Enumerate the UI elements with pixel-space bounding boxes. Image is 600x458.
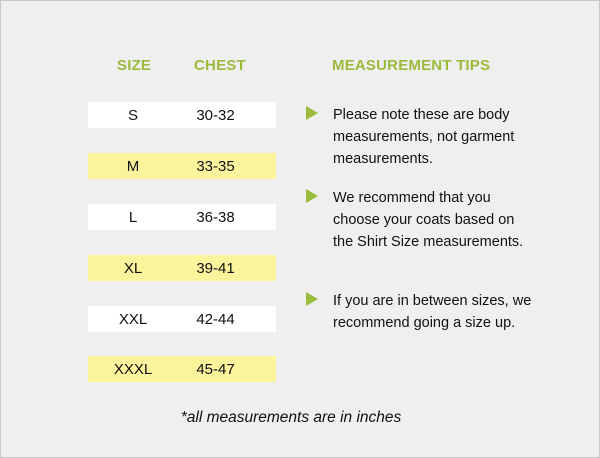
footnote: *all measurements are in inches bbox=[180, 409, 402, 426]
chest-cell: 36-38 bbox=[196, 208, 235, 226]
size-column-header: SIZE bbox=[117, 57, 152, 74]
chest-cell: 39-41 bbox=[196, 259, 235, 277]
size-cell: XXL bbox=[118, 310, 148, 328]
size-cell: XL bbox=[123, 259, 143, 277]
tip-text: We recommend that you choose your coats … bbox=[333, 190, 524, 250]
measurement-tips-heading: MEASUREMENT TIPS bbox=[332, 57, 491, 74]
size-cell: L bbox=[128, 208, 138, 226]
tip-item: We recommend that you choose your coats … bbox=[306, 187, 533, 253]
tip-item: Please note these are body measurements,… bbox=[306, 104, 533, 170]
size-row: XL 39-41 bbox=[88, 255, 276, 281]
chest-cell: 33-35 bbox=[196, 157, 235, 175]
size-row: L 36-38 bbox=[88, 204, 276, 230]
chest-cell: 45-47 bbox=[196, 360, 235, 378]
size-cell: M bbox=[126, 157, 140, 175]
size-row: M 33-35 bbox=[88, 153, 276, 179]
size-row: XXXL 45-47 bbox=[88, 356, 276, 382]
size-cell: XXXL bbox=[113, 360, 153, 378]
size-row: XXL 42-44 bbox=[88, 306, 276, 332]
chest-column-header: CHEST bbox=[194, 57, 246, 74]
tip-item: If you are in between sizes, we recommen… bbox=[306, 290, 533, 334]
arrow-bullet-icon bbox=[306, 292, 318, 306]
size-row: S 30-32 bbox=[88, 102, 276, 128]
chest-cell: 30-32 bbox=[196, 106, 235, 124]
tip-text: Please note these are body measurements,… bbox=[333, 107, 515, 167]
chest-cell: 42-44 bbox=[196, 310, 235, 328]
arrow-bullet-icon bbox=[306, 189, 318, 203]
size-cell: S bbox=[127, 106, 138, 124]
arrow-bullet-icon bbox=[306, 106, 318, 120]
tip-text: If you are in between sizes, we recommen… bbox=[333, 293, 532, 331]
